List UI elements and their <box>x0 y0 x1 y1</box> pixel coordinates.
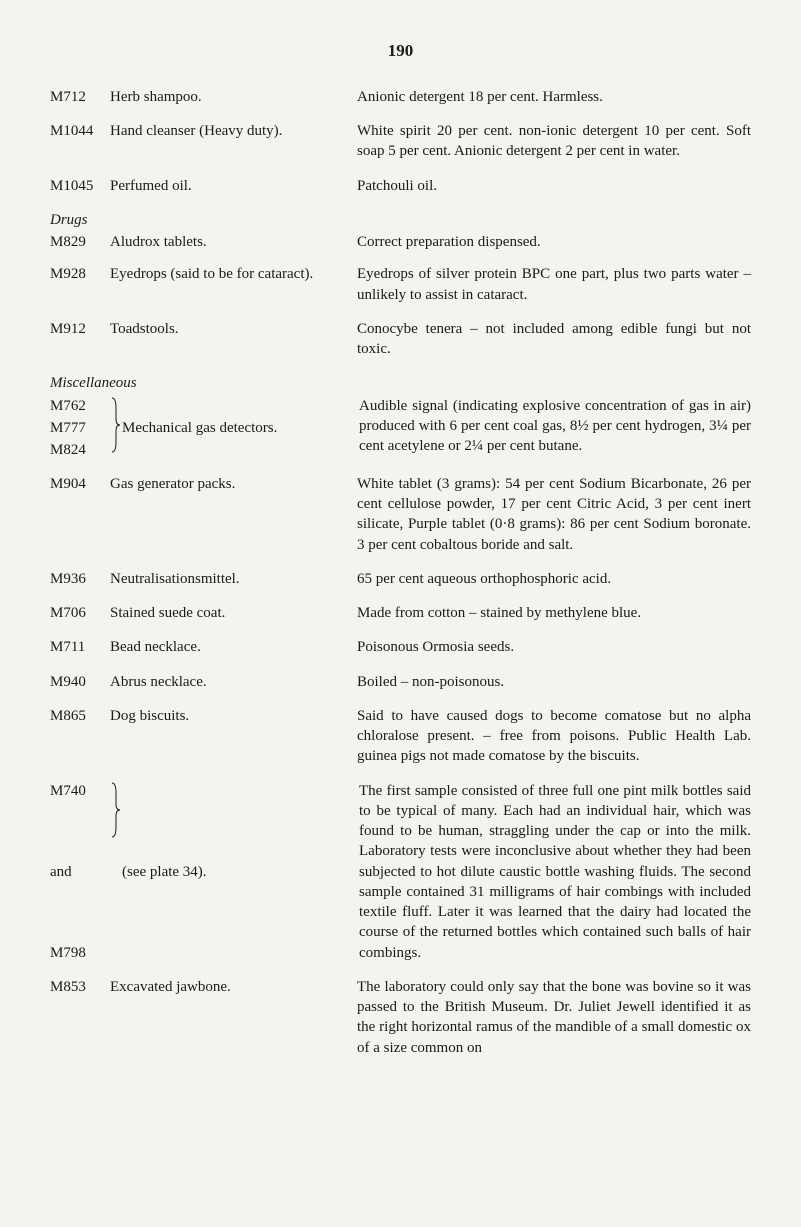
entry-desc: Eyedrops of silver protein BPC one part,… <box>357 264 751 305</box>
section-heading-drugs: Drugs <box>50 210 751 230</box>
curly-bracket-icon <box>110 781 120 963</box>
entry-name: Toadstools. <box>110 319 357 339</box>
curly-bracket-icon <box>110 396 120 460</box>
entry-code: M711 <box>50 637 110 657</box>
entry-code: M865 <box>50 706 110 726</box>
entry-name: Hand cleanser (Heavy duty). <box>110 121 357 141</box>
entry-desc: The first sample consisted of three full… <box>359 781 751 963</box>
page-number: 190 <box>50 40 751 63</box>
entry-row: M1045 Perfumed oil. Patchouli oil. <box>50 176 751 196</box>
entry-code: M912 <box>50 319 110 339</box>
entry-code: M940 <box>50 672 110 692</box>
entry-desc: Made from cotton – stained by methylene … <box>357 603 751 623</box>
entry-name: (see plate 34). <box>120 781 359 963</box>
entry-name: Bead necklace. <box>110 637 357 657</box>
entry-desc: Audible signal (indicating explosive con… <box>359 396 751 460</box>
entry-name: Herb shampoo. <box>110 87 357 107</box>
entry-code: M829 <box>50 232 110 252</box>
entry-name: Excavated jawbone. <box>110 977 357 997</box>
entry-code: M928 <box>50 264 110 284</box>
entry-row: M712 Herb shampoo. Anionic detergent 18 … <box>50 87 751 107</box>
entry-code: M712 <box>50 87 110 107</box>
bracket-group: M762 M777 M824 Mechanical gas detectors.… <box>50 396 751 460</box>
entry-desc: Boiled – non-poisonous. <box>357 672 751 692</box>
entry-code: M1045 <box>50 176 110 196</box>
entry-desc: Poisonous Ormosia seeds. <box>357 637 751 657</box>
entry-desc: Correct preparation dispensed. <box>357 232 751 252</box>
entry-row: M706 Stained suede coat. Made from cotto… <box>50 603 751 623</box>
entry-row: M865 Dog biscuits. Said to have caused d… <box>50 706 751 767</box>
entry-row: M1044 Hand cleanser (Heavy duty). White … <box>50 121 751 162</box>
entry-desc: Said to have caused dogs to become comat… <box>357 706 751 767</box>
entry-row: M853 Excavated jawbone. The laboratory c… <box>50 977 751 1058</box>
entry-name: Gas generator packs. <box>110 474 357 494</box>
entry-code: M762 <box>50 396 110 416</box>
entry-row: M829 Aludrox tablets. Correct preparatio… <box>50 232 751 252</box>
entry-name: Aludrox tablets. <box>110 232 357 252</box>
entry-code: M936 <box>50 569 110 589</box>
entry-name: Dog biscuits. <box>110 706 357 726</box>
entry-row: M904 Gas generator packs. White tablet (… <box>50 474 751 555</box>
entry-name: Abrus necklace. <box>110 672 357 692</box>
entry-code: M777 <box>50 418 110 438</box>
entry-code: M853 <box>50 977 110 997</box>
entry-name: Mechanical gas detectors. <box>120 396 359 460</box>
entry-code: M706 <box>50 603 110 623</box>
entry-desc: White tablet (3 grams): 54 per cent Sodi… <box>357 474 751 555</box>
entry-name: Neutralisationsmittel. <box>110 569 357 589</box>
entry-row: M936 Neutralisationsmittel. 65 per cent … <box>50 569 751 589</box>
entry-code: M904 <box>50 474 110 494</box>
entry-desc: 65 per cent aqueous orthophosphoric acid… <box>357 569 751 589</box>
entry-name: Eyedrops (said to be for cataract). <box>110 264 357 284</box>
entry-row: M711 Bead necklace. Poisonous Ormosia se… <box>50 637 751 657</box>
entry-code: and <box>50 862 110 882</box>
entry-code: M1044 <box>50 121 110 141</box>
bracket-group: M740 and M798 (see plate 34). The first … <box>50 781 751 963</box>
entry-desc: White spirit 20 per cent. non-ionic dete… <box>357 121 751 162</box>
entry-row: M912 Toadstools. Conocybe tenera – not i… <box>50 319 751 360</box>
section-heading-misc: Miscellaneous <box>50 373 751 393</box>
entry-desc: Patchouli oil. <box>357 176 751 196</box>
entry-code: M824 <box>50 440 110 460</box>
entry-desc: The laboratory could only say that the b… <box>357 977 751 1058</box>
entry-name: Perfumed oil. <box>110 176 357 196</box>
entry-row: M940 Abrus necklace. Boiled – non-poison… <box>50 672 751 692</box>
entry-row: M928 Eyedrops (said to be for cataract).… <box>50 264 751 305</box>
entry-code: M740 <box>50 781 110 801</box>
entry-name: Stained suede coat. <box>110 603 357 623</box>
entry-desc: Anionic detergent 18 per cent. Harmless. <box>357 87 751 107</box>
entry-code: M798 <box>50 943 110 963</box>
entry-desc: Conocybe tenera – not included among edi… <box>357 319 751 360</box>
